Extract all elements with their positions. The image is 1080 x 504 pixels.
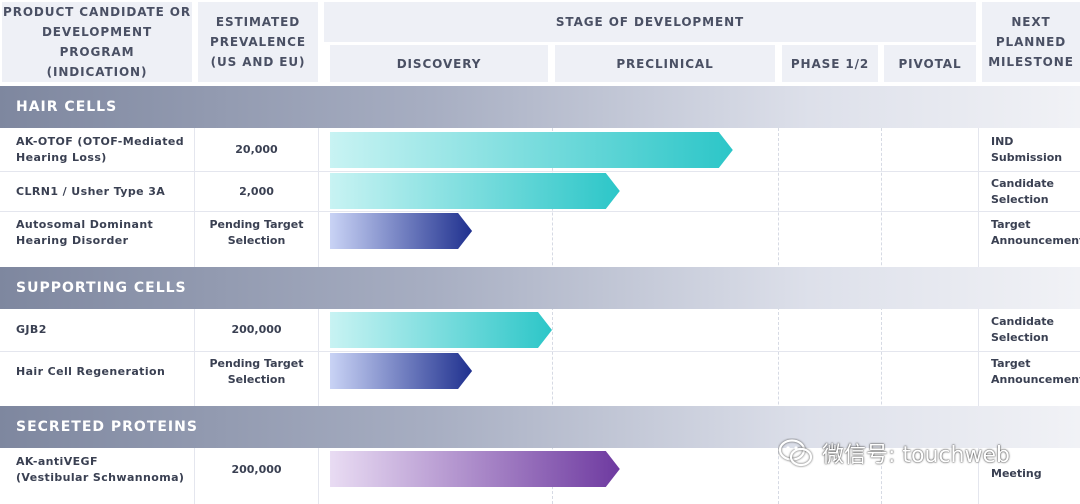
program-label: AK-antiVEGF (Vestibular Schwannoma) (16, 455, 185, 484)
prevalence-value: 2,000 (239, 184, 274, 198)
header-prevalence: ESTIMATED PREVALENCE (US AND EU) (198, 2, 318, 82)
progress-arrow (330, 132, 733, 168)
stage-pivotal: PIVOTAL (884, 45, 976, 82)
program-label: Autosomal Dominant Hearing Disorder (16, 217, 154, 247)
section-header-supporting-cells: SUPPORTING CELLS (0, 267, 1080, 309)
column-divider-program (194, 128, 195, 504)
milestone-label: IND Submission (991, 134, 1063, 164)
progress-arrow (330, 213, 473, 249)
program-label: Hair Cell Regeneration (16, 365, 166, 378)
milestone-label: Target Announcement (991, 357, 1080, 386)
stage-preclinical: PRECLINICAL (555, 45, 775, 82)
stage-phase12: PHASE 1/2 (782, 45, 878, 82)
header-program: PRODUCT CANDIDATE OR DEVELOPMENT PROGRAM… (2, 2, 192, 82)
row-divider (0, 351, 1080, 352)
milestone-label: Candidate Selection (991, 176, 1054, 206)
stage-discovery: DISCOVERY (330, 45, 548, 82)
row-divider (0, 211, 1080, 212)
column-divider-milestone (978, 128, 979, 504)
milestone-label: Candidate Selection (991, 315, 1054, 344)
watermark: 微信号: touchweb (778, 437, 1010, 469)
watermark-text: 微信号: touchweb (822, 443, 1010, 468)
program-label: AK-OTOF (OTOF-Mediated Hearing Loss) (16, 134, 185, 164)
stage-divider-3 (881, 128, 882, 504)
header-milestone: NEXT PLANNED MILESTONE (982, 2, 1080, 82)
progress-arrow (330, 173, 620, 209)
prevalence-value: Pending Target Selection (209, 217, 304, 247)
progress-arrow (330, 451, 620, 487)
program-label: GJB2 (16, 323, 47, 336)
column-divider-prevalence (318, 128, 319, 504)
stage-divider-2 (778, 128, 779, 504)
milestone-label: Meeting (991, 467, 1042, 480)
prevalence-value: 200,000 (231, 463, 282, 476)
program-label: CLRN1 / Usher Type 3A (16, 184, 166, 198)
section-header-secreted-proteins: SECRETED PROTEINS (0, 406, 1080, 448)
wechat-icon (778, 439, 813, 467)
progress-arrow (330, 312, 552, 348)
prevalence-value: Pending Target Selection (209, 357, 304, 386)
milestone-label: Target Announcement (991, 217, 1080, 247)
progress-arrow (330, 353, 473, 389)
row-divider (0, 171, 1080, 172)
header-stage: STAGE OF DEVELOPMENT (324, 2, 976, 42)
prevalence-value: 200,000 (231, 323, 282, 336)
prevalence-value: 20,000 (235, 142, 278, 156)
section-header-hair-cells: HAIR CELLS (0, 86, 1080, 128)
stage-divider-1 (552, 128, 553, 504)
